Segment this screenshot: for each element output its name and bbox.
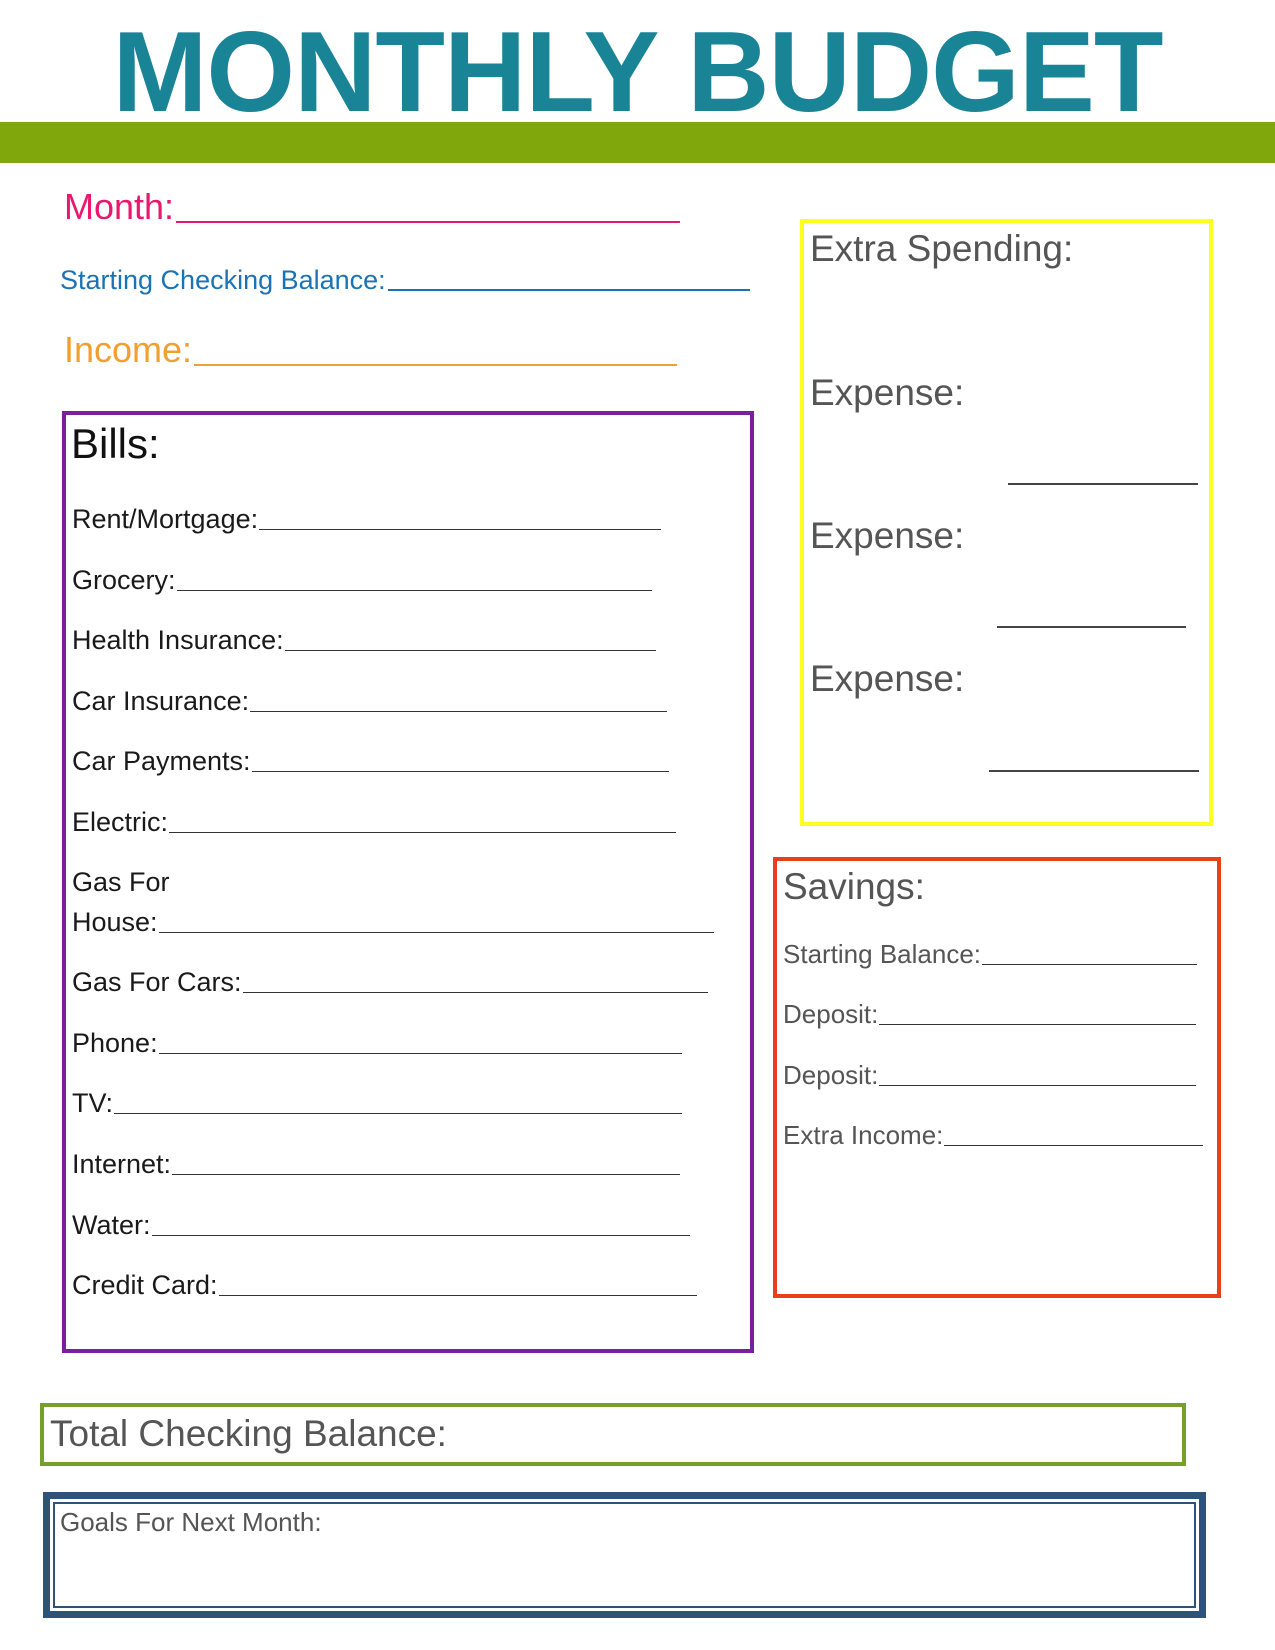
month-label: Month: (64, 186, 175, 227)
savings-row[interactable]: Deposit: (783, 1058, 1196, 1092)
bill-label: TV: (72, 1088, 114, 1118)
savings-heading: Savings: (783, 866, 925, 907)
bill-row[interactable]: Phone: (72, 1026, 682, 1060)
bill-row[interactable]: Grocery: (72, 563, 652, 597)
bill-label: Credit Card: (72, 1270, 218, 1300)
savings-input-line[interactable] (879, 1085, 1196, 1086)
month-field[interactable]: Month: (64, 186, 680, 228)
bill-input-line[interactable] (251, 771, 669, 772)
starting-checking-balance-input-line[interactable] (387, 289, 750, 291)
bill-label-line1: Gas For (72, 867, 170, 897)
savings-row[interactable]: Extra Income: (783, 1118, 1203, 1152)
starting-checking-balance-label: Starting Checking Balance: (60, 265, 386, 295)
bill-input-line[interactable] (172, 1174, 680, 1175)
savings-input-line[interactable] (982, 964, 1197, 965)
savings-row[interactable]: Starting Balance: (783, 937, 1197, 971)
bill-row[interactable]: Internet: (72, 1147, 680, 1181)
bill-input-line[interactable] (158, 932, 714, 933)
expense-label: Expense: (810, 515, 965, 556)
bill-label: Phone: (72, 1028, 158, 1058)
green-banner (0, 122, 1275, 163)
bill-row[interactable]: Electric: (72, 805, 676, 839)
bill-input-line[interactable] (284, 650, 656, 651)
bill-label: Health Insurance: (72, 625, 284, 655)
extra-spending-heading: Extra Spending: (810, 228, 1074, 269)
bill-row[interactable]: House: (72, 905, 714, 939)
bills-box (62, 411, 754, 1353)
bill-input-line[interactable] (151, 1235, 690, 1236)
bill-row[interactable]: Gas For Cars: (72, 965, 708, 999)
bill-label: Car Insurance: (72, 686, 250, 716)
bill-label: Car Payments: (72, 746, 251, 776)
income-label: Income: (64, 329, 193, 370)
savings-row[interactable]: Deposit: (783, 997, 1196, 1031)
page-title: MONTHLY BUDGET (112, 9, 1163, 136)
goals-inner-border (53, 1502, 1196, 1608)
income-field[interactable]: Income: (64, 329, 677, 371)
expense-input-line[interactable] (997, 626, 1186, 628)
bill-row[interactable]: Rent/Mortgage: (72, 502, 661, 536)
bill-input-line[interactable] (242, 992, 708, 993)
bill-row[interactable]: Water: (72, 1208, 690, 1242)
goals-label: Goals For Next Month: (60, 1507, 322, 1537)
bill-row[interactable]: TV: (72, 1086, 682, 1120)
bill-input-line[interactable] (218, 1295, 697, 1296)
savings-box (773, 857, 1221, 1298)
goals-box[interactable] (43, 1492, 1206, 1618)
bills-heading: Bills: (71, 420, 160, 467)
savings-label: Deposit: (783, 1060, 879, 1090)
starting-checking-balance-field[interactable]: Starting Checking Balance: (60, 265, 750, 296)
month-input-line[interactable] (176, 221, 680, 223)
bill-input-line[interactable] (158, 1053, 682, 1054)
bill-input-line[interactable] (176, 590, 652, 591)
expense-label: Expense: (810, 658, 965, 699)
expense-label: Expense: (810, 372, 965, 413)
savings-input-line[interactable] (879, 1024, 1196, 1025)
bill-row[interactable]: Car Payments: (72, 744, 669, 778)
bill-label: Internet: (72, 1149, 172, 1179)
savings-label: Starting Balance: (783, 939, 982, 969)
bill-label: Gas For Cars: (72, 967, 242, 997)
savings-label: Deposit: (783, 999, 879, 1029)
bill-label: Water: (72, 1210, 151, 1240)
expense-input-line[interactable] (1008, 483, 1198, 485)
bill-row[interactable]: Credit Card: (72, 1268, 697, 1302)
bill-input-line[interactable] (259, 529, 661, 530)
bill-label: House: (72, 907, 158, 937)
bill-label: Electric: (72, 807, 169, 837)
savings-input-line[interactable] (944, 1145, 1203, 1146)
bill-row[interactable]: Health Insurance: (72, 623, 656, 657)
bill-input-line[interactable] (250, 711, 667, 712)
bill-row[interactable]: Car Insurance: (72, 684, 667, 718)
total-checking-balance-box[interactable] (40, 1403, 1186, 1466)
extra-spending-box (800, 219, 1213, 826)
bill-label: Rent/Mortgage: (72, 504, 259, 534)
expense-input-line[interactable] (989, 770, 1199, 772)
bill-input-line[interactable] (169, 832, 676, 833)
total-checking-balance-label: Total Checking Balance: (50, 1413, 447, 1454)
income-input-line[interactable] (194, 364, 677, 366)
savings-label: Extra Income: (783, 1120, 944, 1150)
bill-input-line[interactable] (114, 1113, 682, 1114)
bill-label: Grocery: (72, 565, 176, 595)
